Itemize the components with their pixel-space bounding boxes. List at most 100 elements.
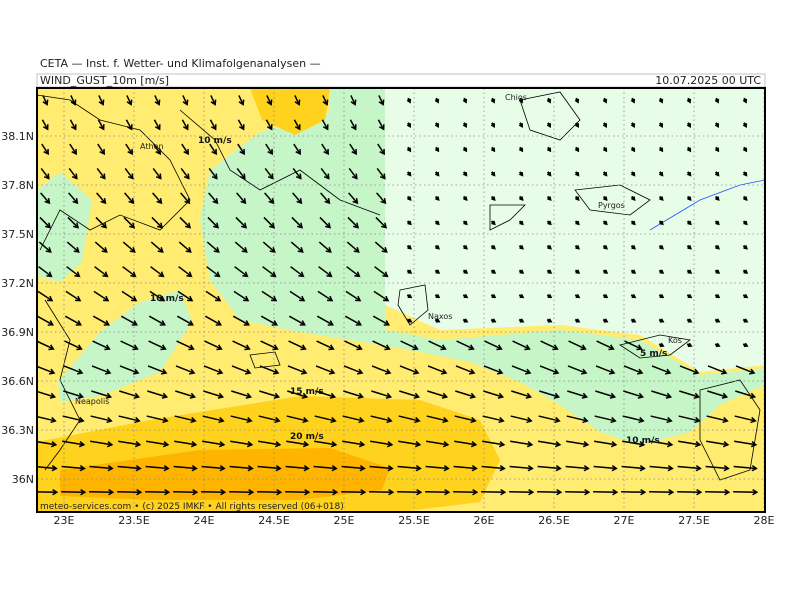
wind-arrow [398,415,421,424]
wind-arrow [593,464,618,472]
wind-arrow [291,216,304,229]
wind-arrow [344,340,363,351]
wind-arrow [621,464,646,472]
wind-arrow [262,241,276,253]
wind-arrow [321,119,329,131]
wind-arrow [313,464,338,472]
wind-arrow [121,290,138,302]
wind-arrow [293,143,301,156]
wind-arrow [258,415,281,424]
wind-arrow [434,122,440,128]
wind-arrow [742,318,749,323]
wind-arrow [686,146,692,153]
wind-arrow [40,168,50,180]
wind-arrow [145,464,170,472]
wind-arrow [630,318,637,323]
wind-arrow [714,171,720,177]
wind-arrow [434,318,441,323]
wind-arrow [742,244,748,250]
wind-arrow [176,340,195,351]
wind-arrow [399,390,421,399]
wind-arrow [231,365,252,375]
wind-arrow [206,266,221,278]
wind-arrow [679,365,700,375]
wind-arrow [602,318,609,323]
wind-arrow [41,119,49,131]
wind-arrow [623,365,644,375]
wind-arrow [371,390,393,399]
wind-arrow [313,488,339,496]
wind-arrow [426,415,449,424]
wind-arrow [66,266,81,278]
wind-arrow [594,440,618,448]
wind-arrow [509,464,534,472]
wind-arrow [376,192,387,205]
wind-arrow [483,390,505,399]
header-source: CETA — Inst. f. Wetter- und Klimafolgena… [40,57,321,70]
wind-arrow [152,168,162,180]
wind-arrow [147,365,168,375]
wind-arrow [205,290,222,302]
wind-arrow [574,293,581,299]
wind-arrow [315,390,337,399]
wind-arrow [462,97,468,104]
wind-arrow [230,440,254,448]
wind-arrow [490,269,497,274]
wind-arrow [126,95,133,106]
wind-arrow [179,216,192,229]
wind-arrow [37,365,56,375]
wind-arrow [434,220,440,226]
wind-arrow [145,488,171,496]
wind-arrow [373,290,390,302]
wind-arrow [118,440,142,448]
wind-arrow [346,241,360,253]
wind-arrow [630,220,636,226]
wind-arrow [546,244,552,250]
wind-arrow [595,365,616,375]
lat-label: 37.8N [1,179,34,192]
wind-arrow [624,340,643,351]
wind-arrow [123,216,136,229]
wind-arrow [343,390,365,399]
wind-arrow [602,146,608,153]
wind-arrow [236,192,247,205]
wind-arrow [574,318,581,323]
wind-arrow [263,216,276,229]
wind-arrow [345,290,362,302]
wind-arrow [678,440,702,448]
wind-arrow [322,95,329,106]
wind-arrow [315,365,336,375]
wind-arrow [490,195,496,201]
wind-arrow [124,192,135,205]
wind-arrow [265,143,273,156]
wind-arrow [259,365,280,375]
header-field: WIND_GUST_10m [m/s] [40,74,169,87]
wind-arrow [518,220,524,226]
wind-arrow [427,365,448,375]
wind-arrow [658,146,664,153]
wind-arrow [742,146,748,153]
wind-arrow [462,293,469,299]
wind-arrow [63,390,85,399]
wind-arrow [546,171,552,177]
wind-arrow [290,266,305,278]
wind-arrow [428,340,447,351]
wind-arrow [546,220,552,226]
place-label: Kos [668,336,682,345]
wind-arrows [37,95,759,496]
wind-arrow [237,119,245,131]
wind-arrow [707,365,728,375]
wind-arrow [229,464,254,472]
wind-arrow [233,290,250,302]
wind-arrow [317,290,334,302]
lon-label: 25.5E [398,514,429,527]
wind-arrow [714,244,720,250]
wind-arrow [539,365,560,375]
wind-arrow [39,216,52,229]
wind-arrow [574,195,580,201]
wind-arrow [406,220,412,226]
wind-arrow [574,220,580,226]
wind-arrow [204,315,223,326]
wind-arrow [341,464,366,472]
wind-arrow [706,415,729,424]
